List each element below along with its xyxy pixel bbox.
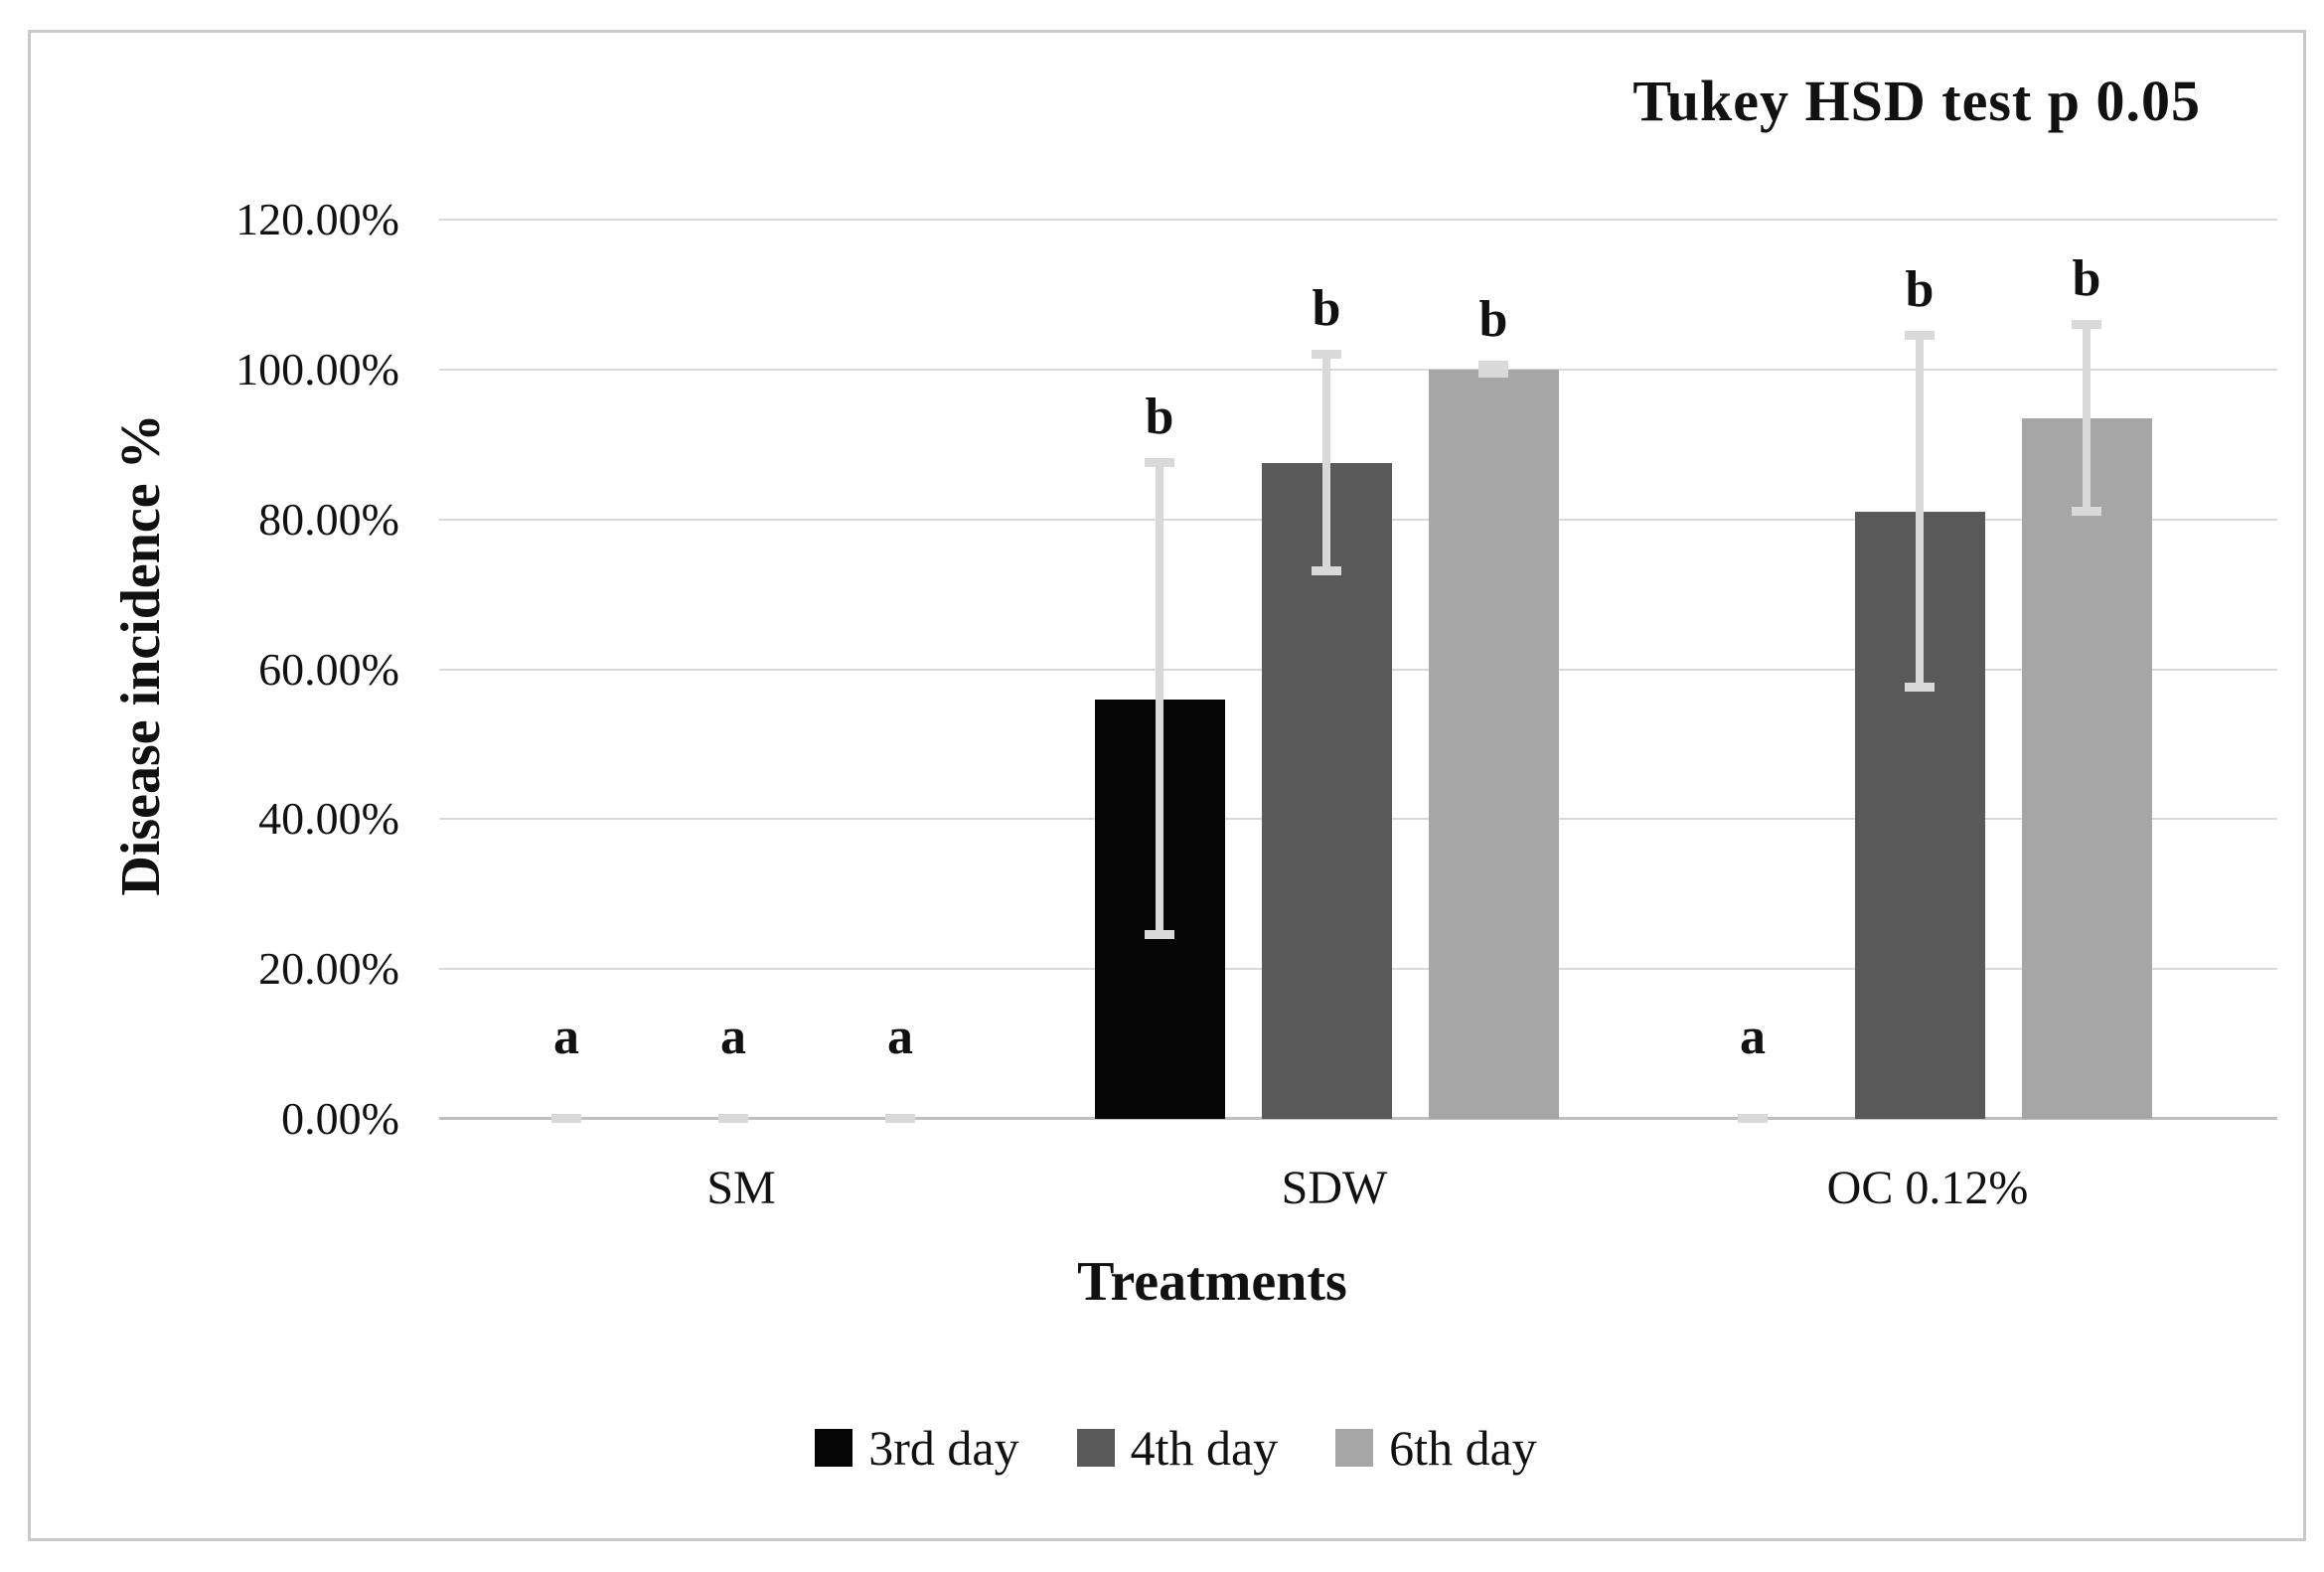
y-tick-label: 100.00% (235, 343, 399, 394)
error-bar-cap-top (1905, 330, 1935, 340)
error-bar-cap-bottom (1145, 930, 1174, 940)
y-tick-label: 20.00% (258, 943, 399, 995)
significance-letter: a (720, 1009, 746, 1065)
significance-letter: a (553, 1009, 579, 1065)
legend-label: 3rd day (868, 1420, 1019, 1476)
y-tick-label: 120.00% (235, 194, 399, 244)
x-tick-label-SM: SM (706, 1162, 776, 1214)
significance-letter: b (2072, 249, 2101, 307)
legend-item-4th-day: 4th day (1076, 1419, 1279, 1477)
legend-label: 4th day (1130, 1420, 1279, 1476)
y-tick-label: 80.00% (258, 493, 399, 545)
bar-6th-day-SDW (1428, 369, 1559, 1119)
error-bar-cap-top (1145, 458, 1174, 468)
error-bar-cap-top (718, 1114, 748, 1123)
error-bar-cap-top (2072, 319, 2101, 329)
legend: 3rd day 4th day 6th day (0, 1419, 2324, 1477)
x-axis-title: Treatments (1077, 1251, 1347, 1313)
significance-letter: a (1740, 1009, 1766, 1065)
bar-6th-day-OC012 (2021, 417, 2152, 1119)
error-bar-cap-top (1312, 349, 1341, 359)
error-bar-cap-bottom (1312, 566, 1341, 576)
significance-letter: b (1312, 279, 1341, 337)
legend-swatch (1335, 1429, 1374, 1467)
significance-letter: b (1478, 291, 1508, 349)
gridline-100 (439, 368, 2277, 371)
error-bar-cap-bottom (1905, 683, 1935, 693)
legend-item-3rd-day: 3rd day (815, 1419, 1019, 1477)
chart-annotation: Tukey HSD test p 0.05 (1632, 69, 2201, 133)
legend-swatch (1076, 1429, 1115, 1467)
legend-item-6th-day: 6th day (1335, 1419, 1537, 1477)
error-bar-cap-top (1738, 1114, 1768, 1123)
significance-letter: b (1905, 260, 1935, 318)
y-tick-label: 40.00% (258, 793, 399, 845)
error-bar-cap-bottom (2072, 507, 2101, 517)
significance-letter: a (887, 1009, 913, 1065)
x-tick-label-SDW: SDW (1281, 1162, 1388, 1214)
legend-label: 6th day (1389, 1420, 1537, 1476)
x-tick-label-OC012: OC 0.12% (1826, 1162, 2029, 1214)
error-bar-cap-top (1478, 361, 1508, 371)
gridline-120 (439, 219, 2277, 221)
error-bar-cap-top (551, 1114, 581, 1123)
plot-area: a b a a b b a b b (439, 219, 2277, 1123)
error-bar (1916, 335, 1924, 689)
error-bar-cap-top (885, 1114, 915, 1123)
error-bar (1156, 463, 1163, 936)
legend-swatch (815, 1429, 853, 1467)
error-bar (2083, 324, 2091, 513)
error-bar (1322, 354, 1330, 572)
y-tick-label: 0.00% (281, 1093, 399, 1144)
y-tick-label: 60.00% (258, 643, 399, 695)
error-bar-cap-bottom (1478, 368, 1508, 378)
significance-letter: b (1145, 389, 1174, 446)
